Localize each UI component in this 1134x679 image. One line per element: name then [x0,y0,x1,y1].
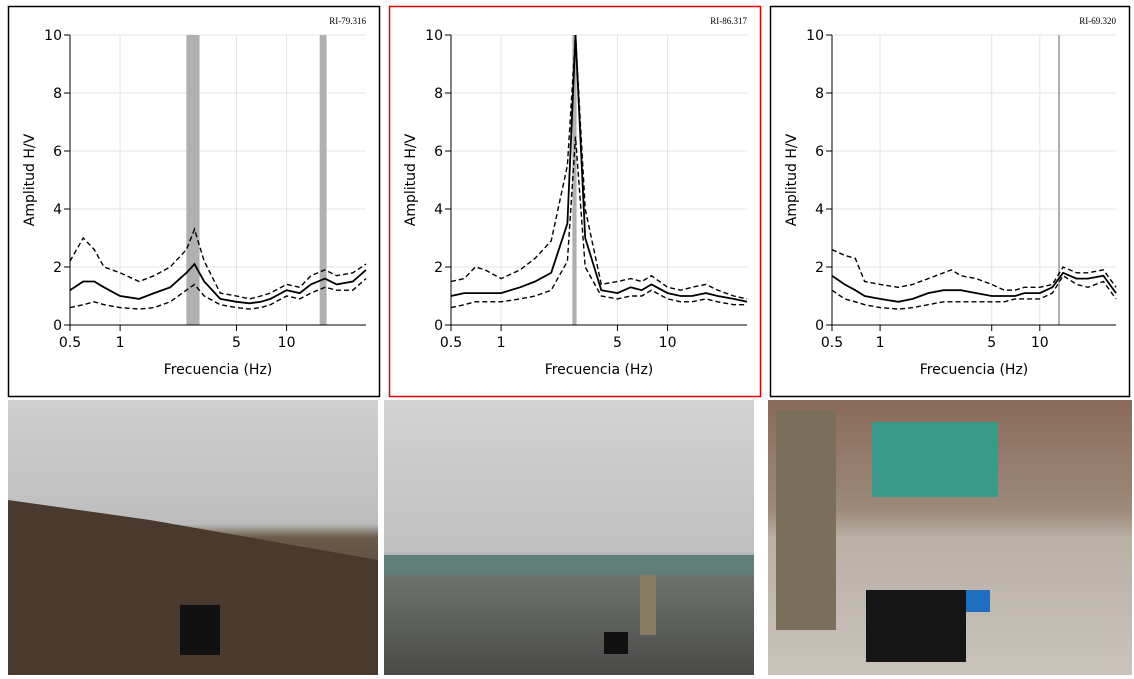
peak-band [1057,35,1060,325]
y-tick-label: 4 [53,202,62,218]
x-tick-label: 1 [876,335,885,351]
y-tick-label: 2 [434,260,443,276]
x-tick-label: 0.5 [59,335,81,351]
std-line [450,34,748,300]
y-tick-label: 0 [53,318,62,334]
mean-line [831,271,1117,303]
y-tick-label: 10 [806,28,824,44]
panel-frame [769,5,1131,398]
annotation: RI-69.320 [1079,16,1116,26]
std-line [450,136,747,309]
y-tick-label: 10 [425,28,443,44]
chart: 0.5 1 5 10 0 2 4 6 8 10 RI-86.317 Frecuencia (Hz) Am… [388,5,762,398]
peak-band [572,35,577,325]
chart: 0.5 1 5 10 0 2 4 6 8 10 RI-69.320 Frecuencia (Hz) Am… [769,5,1131,398]
y-tick-label: 10 [44,28,62,44]
y-axis-label: Amplitud H/V [22,133,38,226]
std-line [69,278,367,310]
x-axis-label: Frecuencia (Hz) [545,362,654,378]
x-tick-label: 1 [116,335,125,351]
std-line [831,274,1117,310]
y-tick-label: 6 [434,144,443,160]
y-axis-label: Amplitud H/V [784,133,800,226]
y-tick-label: 0 [815,318,824,334]
std-line [831,248,1117,291]
x-tick-label: 0.5 [440,335,462,351]
y-tick-label: 8 [53,86,62,102]
y-tick-label: 8 [434,86,443,102]
panel-frame [7,5,381,398]
photo-field [384,400,754,675]
annotation: RI-86.317 [710,16,747,26]
y-tick-label: 8 [815,86,824,102]
x-tick-label: 5 [613,335,622,351]
mean-line [450,34,748,303]
x-axis-label: Frecuencia (Hz) [164,362,273,378]
x-tick-label: 10 [1031,335,1049,351]
x-axis-label: Frecuencia (Hz) [920,362,1029,378]
y-axis-label: Amplitud H/V [403,133,419,226]
photo-slope [8,400,378,675]
y-tick-label: 4 [815,202,824,218]
peak-band [186,35,200,325]
y-tick-label: 4 [434,202,443,218]
photo-street [768,400,1132,675]
x-tick-label: 5 [987,335,996,351]
mean-line [69,262,367,305]
y-tick-label: 0 [434,318,443,334]
y-tick-label: 6 [53,144,62,160]
x-tick-label: 10 [659,335,677,351]
peak-band [319,35,327,325]
chart: 0.5 1 5 10 0 2 4 6 8 10 RI-79.316 Frecuencia (Hz) Am… [7,5,381,398]
x-tick-label: 10 [278,335,296,351]
y-tick-label: 2 [815,260,824,276]
x-tick-label: 5 [232,335,241,351]
annotation: RI-79.316 [329,16,366,26]
x-tick-label: 0.5 [821,335,843,351]
std-line [69,227,367,300]
panel-frame [388,5,762,398]
x-tick-label: 1 [497,335,506,351]
y-tick-label: 6 [815,144,824,160]
y-tick-label: 2 [53,260,62,276]
